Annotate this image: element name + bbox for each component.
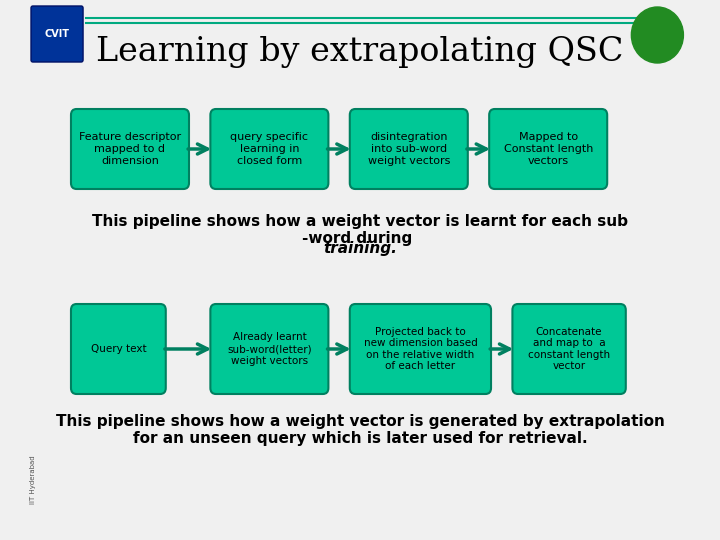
Text: Concatenate
and map to  a
constant length
vector: Concatenate and map to a constant length… <box>528 327 610 372</box>
Text: Feature descriptor
mapped to d
dimension: Feature descriptor mapped to d dimension <box>79 132 181 166</box>
FancyBboxPatch shape <box>71 304 166 394</box>
FancyBboxPatch shape <box>71 109 189 189</box>
Text: Learning by extrapolating QSC: Learning by extrapolating QSC <box>96 36 624 68</box>
FancyBboxPatch shape <box>513 304 626 394</box>
FancyBboxPatch shape <box>489 109 607 189</box>
Text: Mapped to
Constant length
vectors: Mapped to Constant length vectors <box>503 132 593 166</box>
Text: CVIT: CVIT <box>45 29 70 39</box>
Text: Already learnt
sub-word(letter)
weight vectors: Already learnt sub-word(letter) weight v… <box>227 333 312 366</box>
Text: This pipeline shows how a weight vector is learnt for each sub
-word during: This pipeline shows how a weight vector … <box>92 214 628 246</box>
Text: query specific
learning in
closed form: query specific learning in closed form <box>230 132 308 166</box>
FancyBboxPatch shape <box>350 304 491 394</box>
Text: This pipeline shows how a weight vector is generated by extrapolation
for an uns: This pipeline shows how a weight vector … <box>55 414 665 446</box>
Text: Projected back to
new dimension based
on the relative width
of each letter: Projected back to new dimension based on… <box>364 327 477 372</box>
Circle shape <box>631 7 683 63</box>
Text: IIT Hyderabad: IIT Hyderabad <box>30 456 36 504</box>
Text: disintegration
into sub-word
weight vectors: disintegration into sub-word weight vect… <box>368 132 450 166</box>
Text: training.: training. <box>323 240 397 255</box>
FancyBboxPatch shape <box>31 6 83 62</box>
Text: Query text: Query text <box>91 344 146 354</box>
FancyBboxPatch shape <box>350 109 468 189</box>
FancyBboxPatch shape <box>210 109 328 189</box>
FancyBboxPatch shape <box>210 304 328 394</box>
